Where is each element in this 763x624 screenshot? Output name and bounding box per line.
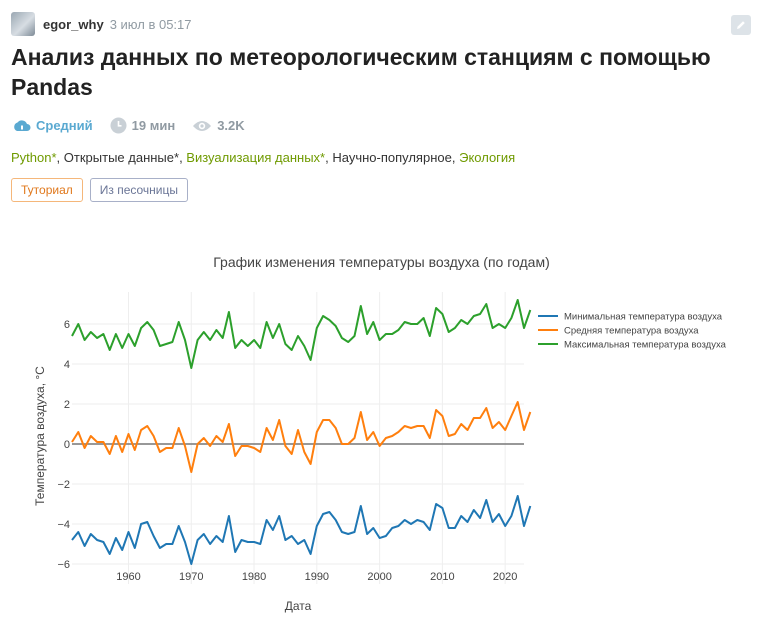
x-tick-label: 2020 bbox=[493, 571, 517, 583]
x-tick-label: 1970 bbox=[179, 571, 203, 583]
hub-link[interactable]: Научно-популярное bbox=[332, 150, 452, 165]
article-meta: Средний 19 мин 3.2K bbox=[13, 117, 262, 134]
views-count: 3.2K bbox=[192, 118, 245, 133]
y-axis-label: Температура воздуха, °C bbox=[33, 366, 47, 506]
eye-icon bbox=[193, 120, 212, 131]
author-name[interactable]: egor_why bbox=[43, 16, 104, 32]
x-tick-label: 1990 bbox=[305, 571, 329, 583]
reading-time: 19 мин bbox=[110, 117, 175, 134]
complexity-label: Средний bbox=[13, 118, 93, 133]
badges: Туториал Из песочницы bbox=[11, 178, 195, 202]
series-line-mean bbox=[71, 401, 532, 473]
edit-button[interactable] bbox=[731, 15, 751, 35]
hub-link[interactable]: Визуализация данных* bbox=[186, 150, 326, 165]
legend-label: Минимальная температура воздуха bbox=[564, 312, 723, 323]
hub-link[interactable]: Python* bbox=[11, 150, 57, 165]
series-line-min bbox=[71, 495, 532, 565]
x-tick-label: 2010 bbox=[430, 571, 454, 583]
y-tick-label: 2 bbox=[64, 399, 70, 411]
y-tick-label: −4 bbox=[57, 519, 70, 531]
clock-icon bbox=[110, 117, 127, 134]
y-tick-label: 0 bbox=[64, 439, 70, 451]
tutorial-badge[interactable]: Туториал bbox=[11, 178, 83, 202]
legend-label: Средняя температура воздуха bbox=[564, 326, 699, 337]
x-axis-label: Дата bbox=[285, 599, 312, 613]
pencil-icon bbox=[737, 21, 745, 29]
legend-label: Максимальная температура воздуха bbox=[564, 340, 727, 351]
avatar[interactable] bbox=[11, 12, 35, 36]
author-block: egor_why 3 июл в 05:17 bbox=[11, 12, 192, 36]
series-line-max bbox=[71, 299, 532, 369]
x-tick-label: 2000 bbox=[367, 571, 391, 583]
post-time: 3 июл в 05:17 bbox=[109, 16, 192, 32]
y-tick-label: 4 bbox=[64, 359, 70, 371]
chart-title: График изменения температуры воздуха (по… bbox=[213, 254, 550, 270]
x-tick-label: 1960 bbox=[116, 571, 140, 583]
y-tick-label: −6 bbox=[57, 559, 70, 571]
x-tick-label: 1980 bbox=[242, 571, 266, 583]
sandbox-badge[interactable]: Из песочницы bbox=[89, 178, 189, 202]
hub-link[interactable]: Экология bbox=[459, 150, 516, 165]
complexity-icon bbox=[14, 119, 31, 131]
y-tick-label: 6 bbox=[64, 319, 70, 331]
hubs-list: Python*, Открытые данные*, Визуализация … bbox=[11, 150, 516, 165]
article-title[interactable]: Анализ данных по метеорологическим станц… bbox=[11, 44, 711, 100]
y-tick-label: −2 bbox=[57, 479, 70, 491]
hub-link[interactable]: Открытые данные* bbox=[63, 150, 180, 165]
